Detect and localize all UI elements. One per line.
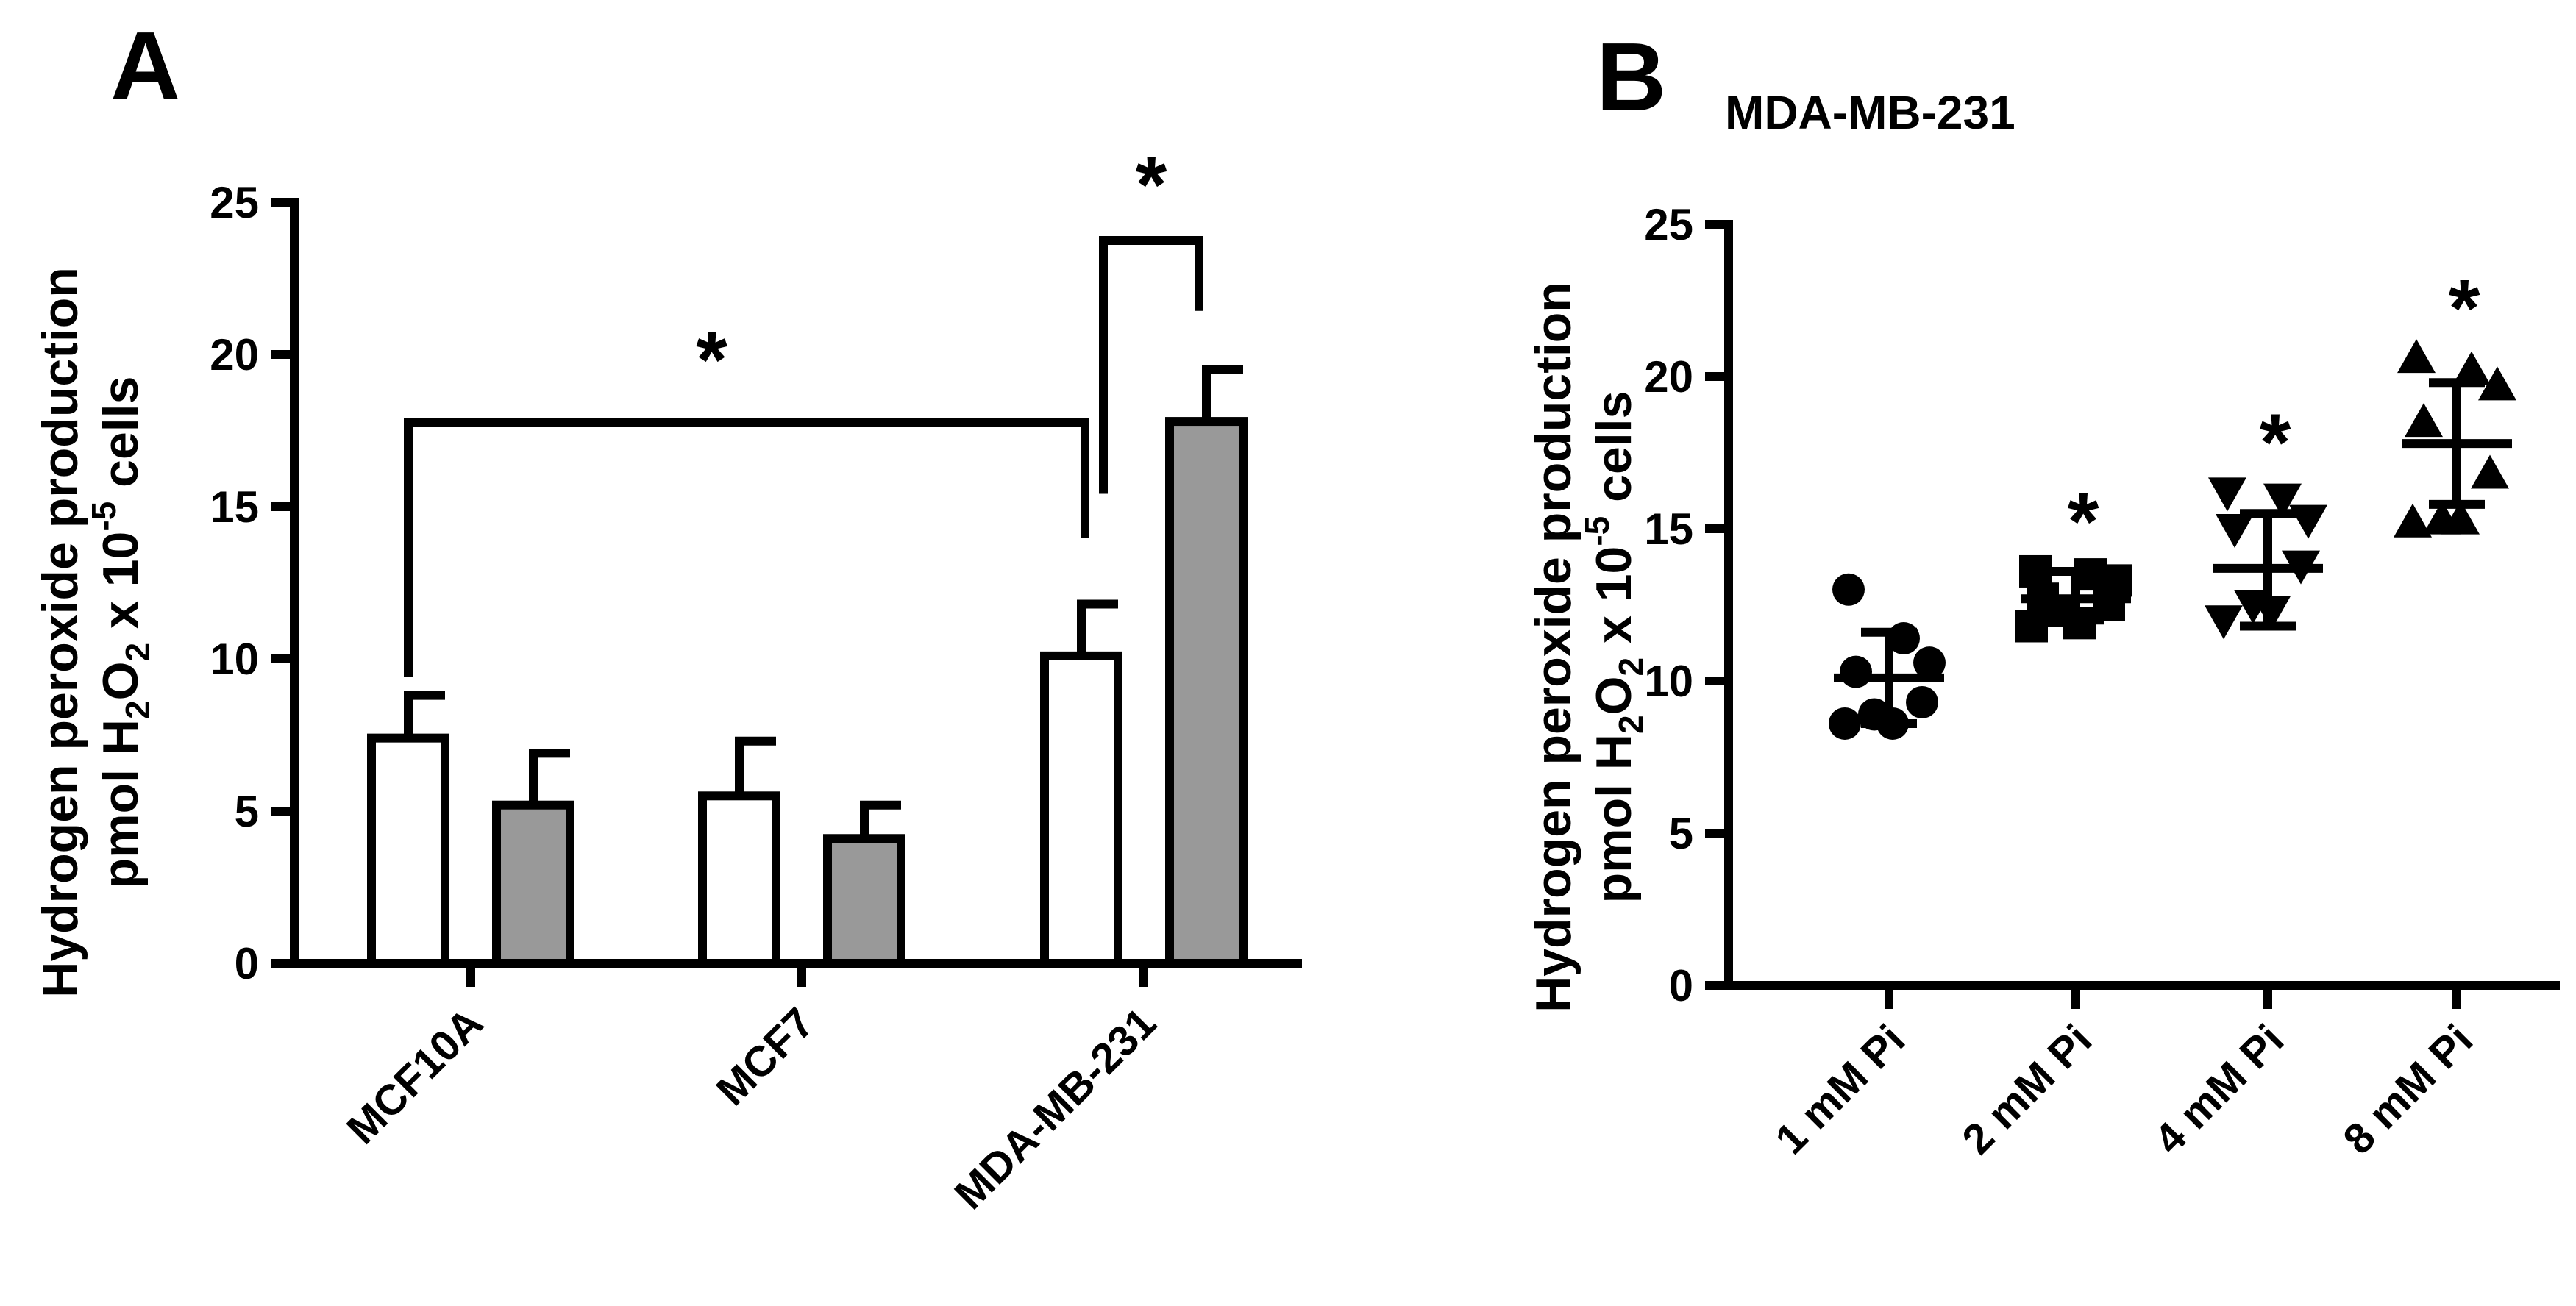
panel-a-bracket (404, 418, 1089, 677)
panel-a-category-label: MDA-MB-231 (945, 999, 1165, 1218)
panel-a-category-label: MCF10A (338, 999, 492, 1153)
panel-a-ylabel-line1: Hydrogen peroxide production (32, 267, 88, 998)
panel-a-ytick-label: 0 (235, 939, 259, 988)
panel-a-significance-star: * (696, 315, 727, 405)
panel-b-point-triangle-up (2452, 351, 2491, 385)
panel-b-significance-star: * (2068, 477, 2099, 567)
panel-a-bar (367, 733, 449, 968)
panel-a-ylabel-line2: pmol H2O2 x 10-5 cells (85, 377, 157, 889)
panel-b-category-label: 4 mM Pi (2145, 1016, 2293, 1163)
panel-b-ytick-label: 15 (1644, 504, 1693, 554)
panel-b-point-triangle-up (2471, 454, 2509, 489)
panel-b: B MDA-MB-231 Hydrogen peroxide productio… (1526, 23, 2560, 1163)
panel-b-category-label: 1 mM Pi (1766, 1016, 1914, 1163)
panel-b-point-triangle-down (2216, 514, 2254, 548)
panel-b-point-triangle-up (2405, 403, 2443, 438)
panel-b-letter: B (1596, 23, 1666, 131)
panel-a-ytick-label: 20 (210, 330, 259, 379)
panel-a-bars (367, 365, 1248, 968)
panel-b-significance-star: * (2449, 263, 2480, 354)
panel-b-category-label: 8 mM Pi (2334, 1016, 2482, 1163)
panel-a-axes: 0 5 10 15 20 25 MCF10A MCF7 MDA-MB-231 (210, 178, 1302, 1218)
panel-b-ylabel-line1: Hydrogen peroxide production (1526, 282, 1581, 1013)
panel-b-ylabel: Hydrogen peroxide production pmol H2O2 x… (1526, 282, 1650, 1013)
panel-b-point-circle (1829, 707, 1861, 740)
panel-b-ytick-label: 10 (1644, 657, 1693, 706)
panel-a-bar (698, 791, 780, 968)
panel-a-ytick-label: 15 (210, 482, 259, 532)
panel-a-bracket (1099, 236, 1203, 494)
panel-a-bar (823, 834, 905, 968)
panel-b-points: * * * (1829, 263, 2516, 740)
panel-b-point-triangle-down (2205, 605, 2243, 640)
panel-a: A Hydrogen peroxide production pmol H2O2… (32, 12, 1302, 1218)
panel-b-ytick-label: 20 (1644, 352, 1693, 402)
panel-b-point-triangle-up (2478, 366, 2516, 401)
panel-a-bar (1165, 417, 1248, 968)
panel-a-ytick-label: 25 (210, 178, 259, 227)
panel-b-point-circle (1906, 685, 1938, 718)
panel-b-title: MDA-MB-231 (1725, 86, 2015, 139)
panel-a-bar (1040, 651, 1122, 968)
panel-a-significance-star: * (1136, 140, 1167, 230)
panel-b-category-label: 2 mM Pi (1953, 1016, 2101, 1163)
panel-b-point-triangle-down (2289, 504, 2327, 539)
panel-b-point-triangle-down (2263, 483, 2302, 518)
panel-b-point-circle (1840, 655, 1872, 688)
panel-a-bar (492, 800, 574, 968)
panel-b-point-triangle-up (2397, 339, 2436, 374)
panel-b-ytick-label: 5 (1669, 809, 1693, 858)
panel-b-ytick-label: 0 (1669, 961, 1693, 1010)
panel-b-point-circle (1913, 646, 1946, 679)
panel-b-point-triangle-up (2394, 503, 2432, 538)
panel-a-category-label: MCF7 (708, 999, 824, 1115)
panel-b-ytick-label: 25 (1644, 200, 1693, 249)
panel-b-axes: 0 5 10 15 20 25 1 mM Pi 2 mM Pi 4 mM Pi 8 mM Pi (1644, 200, 2560, 1163)
panel-a-ytick-label: 10 (210, 635, 259, 684)
panel-a-annotations: ** (404, 140, 1203, 677)
panel-b-point-triangle-down (2208, 477, 2246, 512)
panel-b-ylabel-line2: pmol H2O2 x 10-5 cells (1578, 391, 1650, 904)
panel-b-point-square (2093, 588, 2125, 621)
panel-a-letter: A (110, 12, 180, 120)
panel-b-point-square (2015, 610, 2048, 643)
panel-b-point-circle (1832, 573, 1865, 606)
panel-a-ytick-label: 5 (235, 787, 259, 836)
panel-b-point-square (2019, 554, 2052, 588)
panel-b-significance-star: * (2260, 397, 2291, 488)
panel-b-point-triangle-up (2441, 500, 2480, 535)
panel-a-ylabel: Hydrogen peroxide production pmol H2O2 x… (32, 267, 157, 998)
